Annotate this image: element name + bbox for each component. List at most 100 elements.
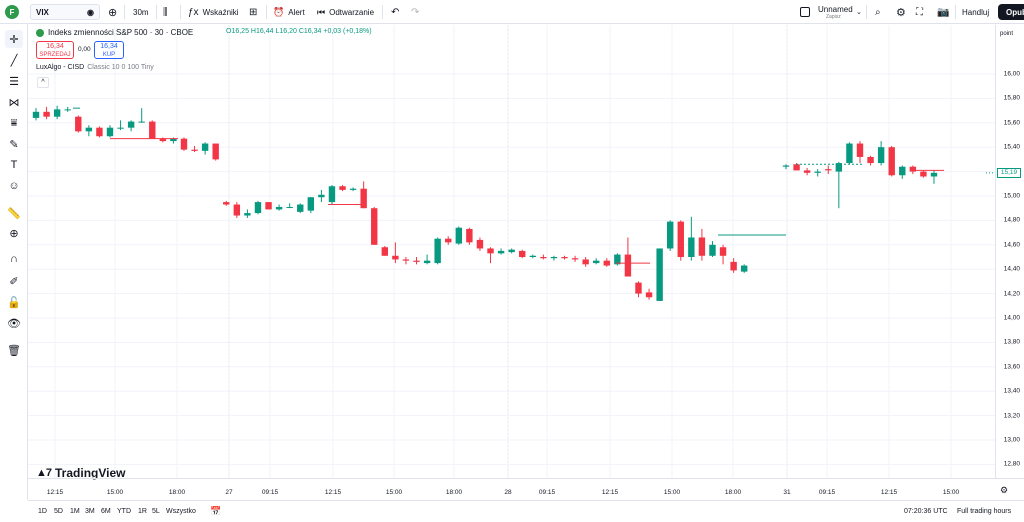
candle-body[interactable] — [803, 170, 811, 173]
candle-body[interactable] — [782, 165, 790, 167]
range-button-1m[interactable]: 1M — [70, 508, 80, 515]
collapse-legend-button[interactable]: ^ — [37, 77, 49, 88]
lock-icon[interactable]: 🔓 — [7, 296, 21, 309]
candle-body[interactable] — [117, 127, 124, 129]
indicators-button[interactable]: ƒx Wskaźniki — [188, 0, 239, 24]
candle-body[interactable] — [867, 156, 874, 164]
clock[interactable]: 07:20:36 UTC — [904, 508, 948, 515]
candle-body[interactable] — [688, 237, 695, 257]
candle-body[interactable] — [223, 202, 230, 205]
candle-body[interactable] — [349, 188, 357, 190]
candle-body[interactable] — [645, 292, 653, 298]
candle-body[interactable] — [835, 163, 843, 172]
candle-body[interactable] — [571, 258, 579, 260]
chart-type-icon[interactable]: ⫼ — [163, 6, 168, 18]
camera-icon[interactable]: 📷 — [937, 6, 950, 18]
candle-body[interactable] — [582, 259, 589, 265]
candle-body[interactable] — [275, 206, 283, 210]
text-icon[interactable]: T — [10, 159, 18, 171]
time-axis[interactable]: 12:15 15:00 18:00 27 09:15 12:15 15:00 18:00 28 0… — [28, 478, 1024, 500]
candle-body[interactable] — [212, 143, 219, 160]
indicator-legend[interactable]: LuxAlgo - CISD Classic 10 0 100 Tiny — [36, 64, 154, 71]
alert-button[interactable]: ⏰ Alert — [273, 0, 305, 24]
candle-body[interactable] — [614, 254, 621, 265]
candle-body[interactable] — [307, 197, 315, 211]
interval-selector[interactable]: 30m — [133, 7, 149, 17]
candle-body[interactable] — [888, 147, 895, 176]
brush-icon[interactable]: ✎ — [9, 138, 19, 151]
candle-body[interactable] — [793, 164, 800, 171]
date-range-icon[interactable]: 📅 — [210, 506, 222, 516]
candle-body[interactable] — [75, 116, 82, 132]
fib-retracement-icon[interactable]: ⩸ — [10, 116, 18, 129]
candle-body[interactable] — [930, 172, 938, 177]
candle-body[interactable] — [667, 221, 674, 249]
layout-checkbox[interactable] — [800, 0, 810, 24]
axis-settings-icon[interactable]: ⚙ — [1000, 485, 1009, 495]
candle-body[interactable] — [540, 257, 547, 259]
zoom-in-icon[interactable]: ⊕ — [9, 227, 19, 240]
range-button-5d[interactable]: 5D — [54, 508, 63, 515]
candle-body[interactable] — [244, 213, 251, 216]
candle-body[interactable] — [138, 121, 145, 123]
pitchfork-icon[interactable]: ⋈ — [8, 96, 20, 109]
candle-body[interactable] — [656, 248, 663, 301]
candle-body[interactable] — [529, 255, 536, 257]
range-button-3m[interactable]: 3M — [85, 508, 95, 515]
chevron-down-icon[interactable]: ⌄ — [856, 9, 862, 16]
candle-body[interactable] — [698, 237, 706, 256]
candle-body[interactable] — [740, 265, 748, 272]
ruler-icon[interactable]: 📏 — [7, 207, 21, 220]
candle-body[interactable] — [519, 250, 526, 257]
lock-pencil-icon[interactable]: ✐ — [9, 275, 19, 288]
candle-body[interactable] — [265, 202, 272, 210]
candle-body[interactable] — [846, 143, 853, 164]
candle-body[interactable] — [550, 257, 558, 259]
range-button-ytd[interactable]: YTD — [117, 508, 131, 515]
redo-icon[interactable]: ↷ — [411, 6, 420, 18]
candle-body[interactable] — [814, 171, 821, 173]
candle-body[interactable] — [877, 147, 885, 164]
candle-body[interactable] — [392, 255, 399, 260]
user-avatar[interactable]: F — [5, 5, 19, 19]
candle-body[interactable] — [191, 149, 198, 151]
candle-body[interactable] — [32, 111, 40, 118]
range-button-1r[interactable]: 1R — [138, 508, 147, 515]
eye-icon[interactable]: 👁 — [7, 317, 21, 330]
price-chart[interactable] — [28, 25, 995, 478]
candle-body[interactable] — [709, 244, 716, 256]
candle-body[interactable] — [170, 138, 177, 142]
candle-body[interactable] — [53, 109, 61, 117]
candle-body[interactable] — [328, 186, 336, 203]
candle-body[interactable] — [402, 259, 410, 261]
trend-line-icon[interactable]: ╱ — [10, 54, 18, 67]
candle-body[interactable] — [508, 249, 515, 253]
candle-body[interactable] — [96, 127, 103, 137]
candle-body[interactable] — [730, 261, 737, 271]
candle-body[interactable] — [201, 143, 209, 151]
candle-body[interactable] — [423, 260, 431, 264]
quick-search-icon[interactable]: ⌕ — [875, 6, 881, 18]
candle-body[interactable] — [909, 166, 917, 172]
candle-body[interactable] — [297, 204, 304, 212]
candle-body[interactable] — [149, 121, 156, 139]
candle-body[interactable] — [635, 282, 642, 294]
range-button-1d[interactable]: 1D — [38, 508, 47, 515]
layouts-icon[interactable]: ⊞ — [249, 6, 258, 18]
candle-body[interactable] — [719, 247, 727, 256]
horizontal-lines-icon[interactable]: ☰ — [9, 75, 19, 88]
candle-body[interactable] — [825, 169, 832, 171]
candle-body[interactable] — [856, 143, 864, 157]
candle-body[interactable] — [360, 188, 367, 209]
fullscreen-icon[interactable]: ⛶ — [916, 6, 923, 18]
candle-body[interactable] — [466, 228, 473, 243]
candle-body[interactable] — [603, 260, 610, 266]
candle-body[interactable] — [593, 260, 600, 264]
candle-body[interactable] — [920, 171, 927, 177]
candle-body[interactable] — [159, 138, 167, 142]
add-compare-icon[interactable]: ◉ — [87, 7, 94, 17]
candle-body[interactable] — [254, 202, 262, 214]
magnet-icon[interactable]: ∩ — [10, 253, 18, 265]
candle-body[interactable] — [85, 127, 93, 132]
candle-body[interactable] — [497, 250, 505, 254]
